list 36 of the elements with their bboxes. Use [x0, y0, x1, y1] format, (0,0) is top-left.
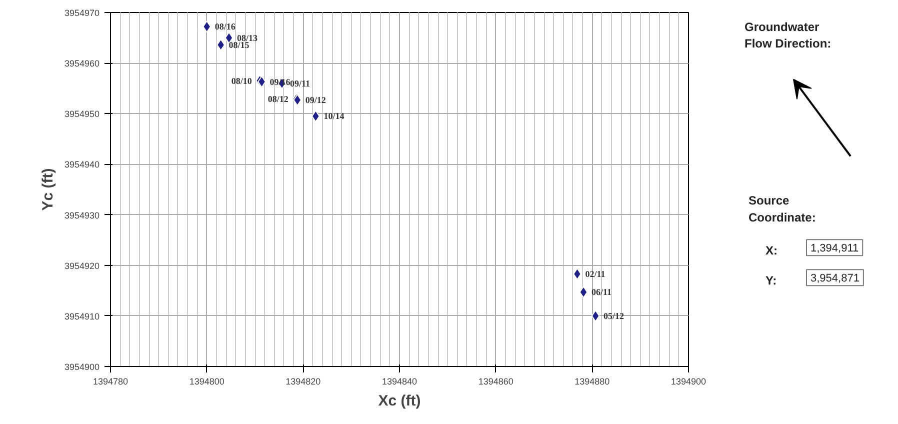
text: 09/11: [290, 78, 310, 88]
x-tick-label: 1394840: [382, 376, 418, 386]
y-tick-label: 3954930: [64, 210, 100, 220]
point: [591, 310, 600, 322]
x-tick-label: 1394820: [286, 376, 321, 386]
text: Y:: [766, 274, 777, 288]
x-tick-label: 1394860: [478, 376, 514, 386]
y-tick-label: 3954940: [64, 160, 100, 170]
y-tick-label: 3954950: [64, 109, 100, 120]
x-tick-label: 1394780: [92, 376, 128, 386]
y-axis-title: Yc (ft): [39, 168, 56, 211]
text: Groundwater Flow Direction:: [744, 20, 832, 51]
y-tick-label: 3954960: [64, 58, 100, 69]
x-tick-label: 1394880: [574, 376, 610, 386]
text: 3,954,871: [810, 272, 860, 285]
text: 08/16: [214, 22, 236, 32]
text: 08/10: [231, 76, 252, 86]
point: [224, 32, 234, 44]
x-tick-label: 1394800: [189, 376, 224, 386]
text: X:: [766, 244, 778, 258]
x-axis-title: Xc (ft): [378, 392, 421, 410]
text: 05/12: [604, 310, 624, 321]
point: [579, 286, 588, 298]
text: 1,394,911: [810, 242, 859, 255]
y-tick-label: 3954900: [64, 362, 100, 372]
y-tick-label: 3954970: [64, 8, 100, 18]
x-tick-label: 1394900: [670, 376, 706, 386]
text: 10/14: [324, 111, 344, 122]
text: 08/13: [236, 32, 258, 43]
source-note: Source Coordinate:: [748, 194, 816, 224]
text: 09/12: [305, 94, 326, 105]
text: 08/12: [268, 94, 288, 104]
text: 06/11: [591, 287, 612, 298]
y-tick-label: 3954920: [64, 260, 100, 271]
text: 02/11: [585, 268, 606, 279]
y-tick-label: 3954910: [64, 311, 100, 322]
